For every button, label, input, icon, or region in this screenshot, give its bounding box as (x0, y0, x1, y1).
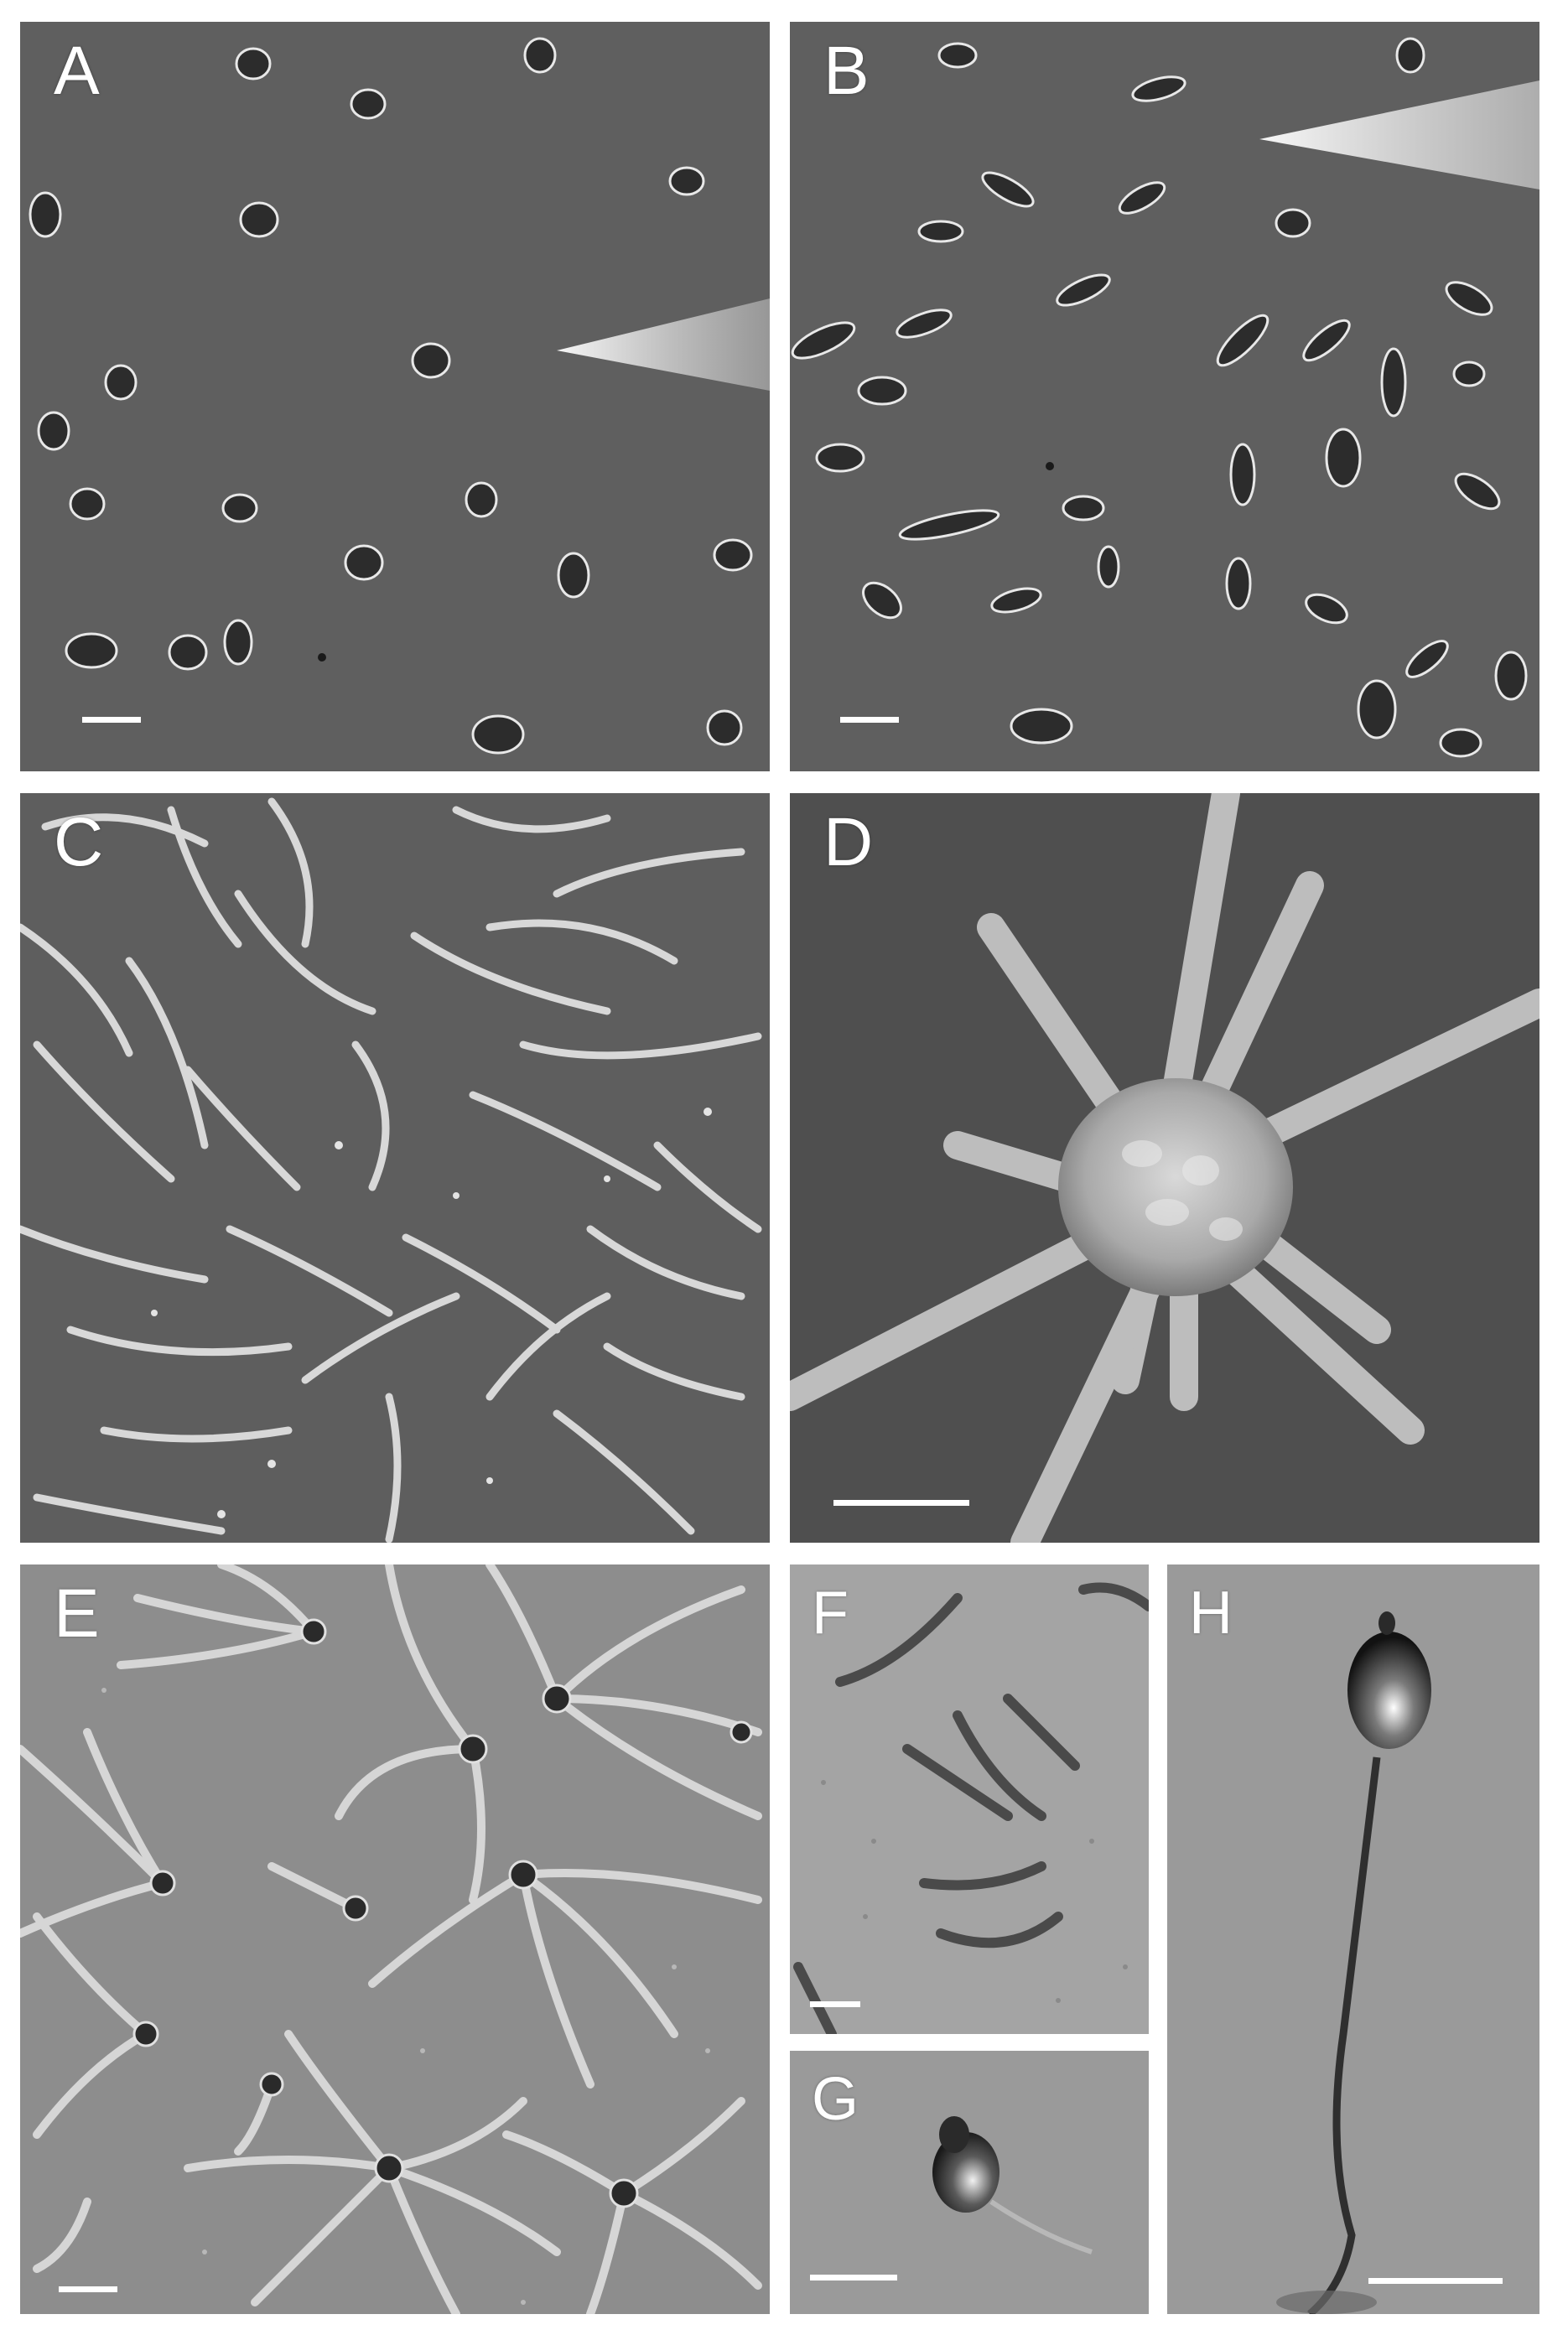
panel-label-h: H (1189, 1580, 1233, 1647)
stalk (1307, 1756, 1381, 2314)
micropipette (557, 298, 770, 391)
scale-bar-g (810, 2275, 897, 2281)
panel-label-e: E (54, 1575, 100, 1652)
panel-label-f: F (812, 1580, 849, 1647)
panel-h-image (1167, 1564, 1539, 2314)
aggregation-centers (132, 1618, 753, 2208)
panel-d-image (790, 793, 1539, 1543)
dendritic-streams (20, 1564, 762, 2314)
panel-label-a: A (54, 33, 100, 109)
cell-group (791, 37, 1528, 758)
scale-bar-e (59, 2286, 117, 2292)
panel-label-b: B (823, 33, 870, 109)
sorus (1347, 1632, 1431, 1749)
cell-debris (151, 1108, 712, 1518)
panel-e-image (20, 1564, 770, 2314)
cell-group (29, 37, 753, 755)
panel-a-image (20, 22, 770, 771)
panel-h: H (1167, 1564, 1539, 2314)
panel-label-g: G (812, 2066, 859, 2133)
cell-streams (20, 797, 762, 1543)
micropipette (1259, 80, 1539, 189)
panel-b: B (790, 22, 1539, 771)
panel-a: A (20, 22, 770, 771)
panel-c-image (20, 793, 770, 1543)
scale-bar-h (1368, 2278, 1503, 2284)
panel-d: D (790, 793, 1539, 1543)
panel-f-image (790, 1564, 1149, 2034)
scale-bar-f (810, 2001, 860, 2007)
scale-bar-a (82, 717, 141, 723)
cell-mound (1058, 1078, 1293, 1296)
panel-f: F (790, 1564, 1149, 2034)
scale-bar-d (833, 1500, 969, 1506)
scale-bar-b (840, 717, 899, 723)
panel-g: G (790, 2051, 1149, 2314)
culminant (932, 2132, 999, 2213)
panel-e: E (20, 1564, 770, 2314)
panel-label-d: D (823, 804, 874, 880)
slugs (793, 1582, 1149, 2034)
panel-c: C (20, 793, 770, 1543)
panel-b-image (790, 22, 1539, 771)
panel-g-image (790, 2051, 1149, 2314)
panel-label-c: C (54, 804, 104, 880)
